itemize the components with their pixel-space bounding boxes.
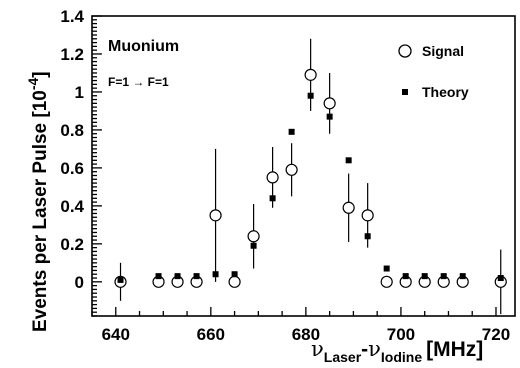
x-tick-label: 660: [197, 325, 225, 344]
annotation-transition: F=1 → F=1: [108, 75, 169, 89]
y-tick-label: 1.2: [60, 45, 84, 64]
theory-point: [269, 195, 276, 202]
x-axis-label: νLaser-νIodine [MHz]: [311, 337, 483, 365]
annotation-title: Muonium: [108, 38, 179, 55]
signal-point: [342, 201, 355, 214]
y-tick-label: 0.8: [60, 121, 84, 140]
signal-point: [361, 209, 374, 222]
signal-point: [380, 275, 393, 288]
theory-point: [174, 273, 181, 280]
theory-point: [345, 157, 352, 164]
theory-point: [250, 242, 257, 249]
signal-point: [285, 163, 298, 176]
theory-point: [459, 273, 466, 280]
legend-theory-marker: [402, 89, 408, 95]
x-tick-label: 680: [292, 325, 320, 344]
x-tick-label: 640: [102, 325, 130, 344]
y-tick-label: 0.2: [60, 235, 84, 254]
theory-point: [117, 276, 124, 283]
y-tick-label: 0.6: [60, 159, 84, 178]
signal-point: [323, 97, 336, 110]
signal-point: [304, 68, 317, 81]
y-tick-label: 0: [75, 273, 84, 292]
y-tick-label: 1: [75, 83, 84, 102]
theory-point: [307, 92, 314, 99]
signal-point: [209, 209, 222, 222]
data-series: [114, 38, 507, 315]
theory-point: [364, 233, 371, 240]
theory-point: [402, 273, 409, 280]
theory-point: [155, 273, 162, 280]
theory-point: [421, 273, 428, 280]
legend: Signal Theory: [398, 43, 469, 100]
theory-point: [212, 271, 219, 278]
x-tick-label: 700: [387, 325, 415, 344]
signal-point: [228, 275, 241, 288]
y-tick-label: 0.4: [60, 197, 84, 216]
theory-point: [383, 265, 390, 272]
legend-theory-label: Theory: [422, 84, 469, 100]
y-tick-label: 1.4: [60, 7, 84, 26]
signal-point: [266, 171, 279, 184]
theory-point: [193, 273, 200, 280]
legend-signal-marker: [398, 44, 412, 58]
theory-point: [231, 271, 238, 278]
plot-frame: [91, 15, 516, 317]
axes: 640 660 680 700 720 0 0.2 0.4 0.6 0.8 1 1.2 1.4: [60, 7, 510, 344]
signal-point: [247, 230, 260, 243]
theory-point: [326, 113, 333, 120]
theory-point: [497, 275, 504, 282]
x-tick-label: 720: [482, 325, 510, 344]
legend-signal-label: Signal: [422, 43, 464, 59]
y-axis-label: Events per Laser Pulse [10-4]: [25, 71, 51, 332]
theory-point: [288, 128, 295, 135]
theory-point: [440, 273, 447, 280]
